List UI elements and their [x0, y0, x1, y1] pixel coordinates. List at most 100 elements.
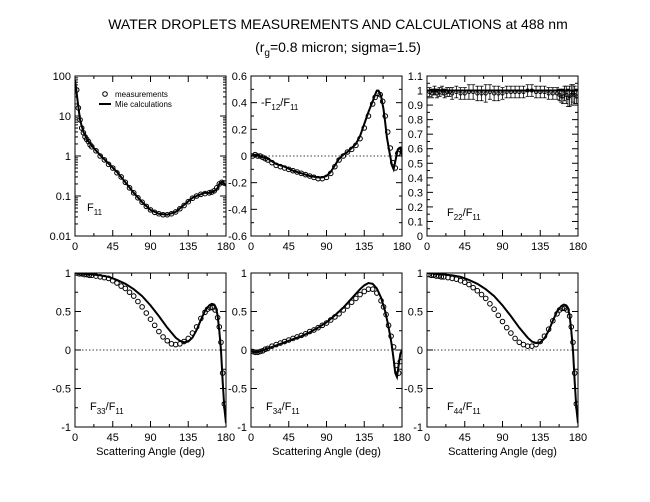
measurement-point	[573, 401, 578, 407]
panel-label-part: 11	[472, 213, 481, 222]
measurement-point	[503, 324, 510, 331]
measurement-point	[380, 304, 387, 310]
panel-label-part: F	[447, 207, 454, 219]
y-tick-label: 0.1	[56, 191, 71, 203]
x-tick-label: 45	[107, 241, 119, 253]
measurement-point	[545, 326, 552, 333]
measurement-point	[361, 125, 368, 131]
measurement-point	[135, 195, 141, 201]
measurement-point	[357, 291, 363, 298]
measurement-point	[216, 324, 223, 330]
measurement-point	[571, 370, 578, 376]
measurement-point	[564, 307, 570, 313]
measurement-point	[379, 98, 386, 105]
x-tick-label: 0	[424, 432, 430, 444]
panel-f22: 0 45 90 135 180 0 0.1 0.2 0.3 0.4 0.5 0.6 0.7 0.8 0.9 1…	[408, 71, 587, 253]
measurement-point	[114, 170, 120, 176]
measurement-point	[435, 273, 442, 279]
panel-label-part: -F	[261, 97, 272, 109]
y-tick-label: 0	[241, 345, 247, 357]
measurement-point	[254, 349, 261, 356]
measurement-point	[269, 159, 275, 166]
measurement-point	[262, 346, 269, 353]
panel-label-part: 11	[290, 103, 299, 112]
measurement-point	[193, 324, 200, 330]
y-tick-label: 0.6	[408, 144, 423, 156]
measurement-point	[336, 311, 342, 317]
y-tick-label: 1	[417, 268, 423, 280]
measurement-point	[542, 90, 547, 95]
measurement-point	[534, 90, 539, 95]
mie-calculation-line	[75, 273, 226, 424]
measurement-point	[185, 335, 192, 342]
panel-label-part: 11	[291, 407, 300, 416]
subtitle-prefix: (r	[255, 39, 265, 55]
figure-subtitle: (rg=0.8 micron; sigma=1.5)	[255, 39, 421, 59]
measurement-point	[559, 305, 565, 312]
x-tick-label: 135	[355, 241, 373, 253]
measurement-point	[550, 317, 556, 324]
y-tick-label: 0.4	[232, 98, 247, 110]
measurement-point	[177, 341, 183, 347]
measurement-point	[513, 90, 518, 95]
measurement-point	[348, 146, 355, 153]
measurement-point	[353, 142, 359, 149]
measurement-point	[302, 331, 309, 337]
measurement-point	[219, 370, 226, 376]
x-tick-label: 180	[393, 241, 411, 253]
panels: 0 45 90 135 1800.010.1110100F11measurementsM…	[50, 71, 588, 458]
panel-label-part: /F	[282, 401, 292, 413]
y-tick-label: 0.2	[408, 202, 423, 214]
measurement-point	[105, 161, 112, 168]
x-tick-label: 180	[217, 241, 235, 253]
plot-area-f44	[427, 273, 578, 424]
y-tick-label: -0.5	[228, 384, 247, 396]
x-tick-label: 45	[283, 241, 295, 253]
measurement-point	[213, 185, 220, 191]
measurement-point	[218, 339, 224, 346]
measurement-point	[357, 135, 363, 142]
measurement-point	[257, 348, 264, 355]
measurement-point	[93, 147, 99, 154]
measurement-point	[574, 94, 578, 99]
x-tick-label: 90	[496, 241, 508, 253]
panel-label-part: 34	[273, 407, 282, 416]
measurement-point	[118, 174, 124, 180]
measurement-point	[78, 125, 85, 131]
y-tick-label: 100	[53, 71, 71, 83]
measurement-point	[374, 290, 380, 296]
measurement-point	[393, 362, 399, 369]
x-tick-label: 45	[459, 432, 471, 444]
measurement-point	[214, 314, 221, 321]
measurement-point	[495, 312, 502, 319]
measurement-point	[348, 299, 355, 306]
x-tick-label: 0	[72, 241, 78, 253]
panel-label-f44: F44/F11	[447, 401, 481, 416]
measurement-point	[109, 277, 116, 284]
measurement-point	[81, 273, 88, 278]
panel-f11: 0 45 90 135 180 0.01 0.1 1 10 100 F11 measurementsM…	[50, 71, 236, 253]
measurement-point	[105, 275, 112, 282]
measurement-point	[430, 91, 435, 96]
measurement-point	[122, 285, 129, 292]
panel-f44: 0 45 90 135 180 -1 -0.5 0 0.5 1 F44/F11 Scattering …	[404, 268, 587, 458]
y-tick-label: 0.9	[408, 100, 423, 112]
measurement-point	[143, 310, 150, 316]
measurement-point	[78, 273, 85, 277]
measurement-point	[378, 297, 384, 304]
measurement-point	[76, 273, 82, 277]
panel-label-f33: F33/F11	[90, 401, 124, 416]
measurement-point	[264, 157, 271, 163]
x-tick-label: 180	[393, 432, 411, 444]
x-axis-label: Scattering Angle (deg)	[96, 446, 205, 458]
measurement-point	[212, 307, 218, 313]
measurement-point	[130, 190, 137, 196]
measurement-point	[252, 349, 258, 356]
subtitle-subscript: g	[264, 48, 270, 59]
measurement-point	[251, 348, 256, 355]
panel-label-part: /F	[106, 401, 116, 413]
measurement-point	[478, 291, 485, 298]
measurement-point	[181, 338, 187, 345]
x-tick-label: 135	[531, 241, 549, 253]
